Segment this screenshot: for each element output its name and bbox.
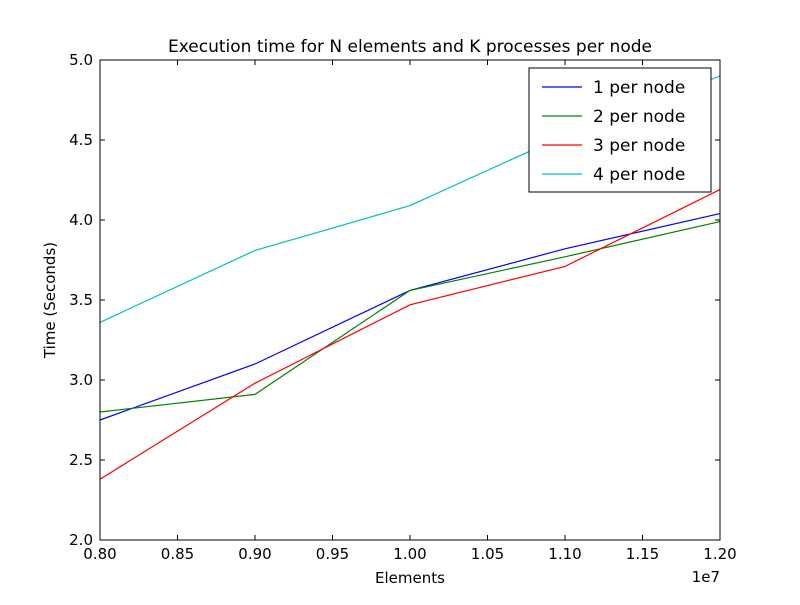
x-tick-label: 1.00: [393, 545, 426, 563]
x-tick-label: 1.15: [626, 545, 659, 563]
x-tick-label: 0.85: [161, 545, 194, 563]
y-tick-label: 2.5: [69, 451, 93, 469]
x-tick-label: 0.80: [83, 545, 116, 563]
y-axis-label: Time (Seconds): [41, 242, 59, 359]
x-tick-label: 0.90: [238, 545, 271, 563]
y-tick-label: 5.0: [69, 51, 93, 69]
y-tick-label: 4.5: [69, 131, 93, 149]
legend-label-1: 1 per node: [593, 78, 685, 98]
chart-title: Execution time for N elements and K proc…: [168, 37, 652, 57]
legend-label-3: 3 per node: [593, 136, 685, 156]
y-tick-label: 2.0: [69, 531, 93, 549]
y-tick-label: 3.5: [69, 291, 93, 309]
y-tick-label: 4.0: [69, 211, 93, 229]
x-tick-label: 0.95: [316, 545, 349, 563]
legend-label-2: 2 per node: [593, 107, 685, 127]
y-tick-label: 3.0: [69, 371, 93, 389]
legend: 1 per node 2 per node 3 per node 4 per node: [528, 67, 712, 193]
legend-box: [528, 67, 712, 193]
x-tick-label: 1.10: [548, 545, 581, 563]
x-tick-label: 1.05: [471, 545, 504, 563]
x-axis-offset-label: 1e7: [692, 568, 720, 586]
x-axis-label: Elements: [375, 569, 445, 587]
x-tick-label: 1.20: [703, 545, 736, 563]
legend-label-4: 4 per node: [593, 165, 685, 185]
ticks-layer: 0.80 0.85 0.90 0.95 1.00 1.05 1.10 1.15 1.20 2.0 2…: [69, 51, 737, 563]
series-line-2: [99, 221, 721, 413]
series-layer: [99, 75, 721, 480]
series-line-3: [99, 189, 721, 480]
